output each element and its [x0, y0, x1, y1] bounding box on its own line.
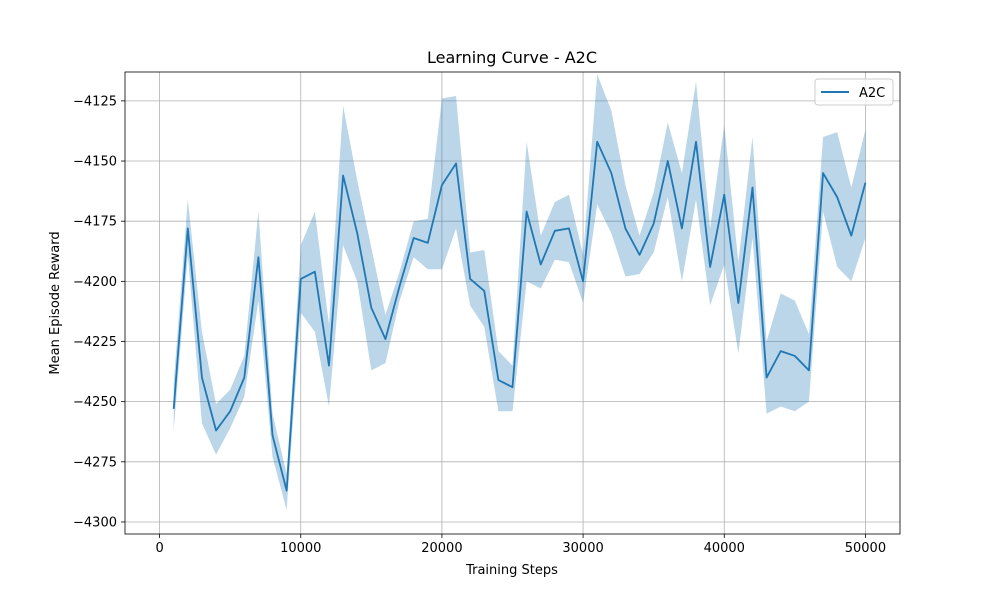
- plot-area: [125, 72, 900, 534]
- y-tick-label: −4125: [73, 94, 117, 109]
- gridlines: [125, 72, 900, 534]
- y-tick-label: −4150: [73, 155, 117, 170]
- x-tick-label: 20000: [421, 541, 462, 556]
- x-tick-label: 10000: [280, 541, 321, 556]
- x-tick-label: 50000: [845, 541, 886, 556]
- y-tick-label: −4300: [73, 515, 117, 530]
- y-tick-label: −4175: [73, 215, 117, 230]
- x-tick-label: 0: [155, 541, 163, 556]
- x-axis-label: Training Steps: [465, 563, 558, 578]
- plot-frame: [124, 71, 901, 535]
- y-tick-label: −4225: [73, 335, 117, 350]
- y-tick-label: −4275: [73, 455, 117, 470]
- y-axis-label: Mean Episode Reward: [48, 231, 63, 374]
- y-tick-label: −4250: [73, 395, 117, 410]
- chart-title: Learning Curve - A2C: [427, 48, 597, 67]
- legend-label-a2c: A2C: [859, 86, 885, 101]
- series-line: [172, 140, 867, 492]
- x-tick-label: 40000: [704, 541, 745, 556]
- legend: A2C: [814, 78, 894, 106]
- legend-box: [814, 78, 894, 106]
- y-tick-label: −4200: [73, 275, 117, 290]
- series-lines: [172, 140, 867, 492]
- axis-ticks: 0 10000 20000 30000 40000 50000 −4300 −4275 −425…: [73, 94, 886, 556]
- x-tick-label: 30000: [562, 541, 603, 556]
